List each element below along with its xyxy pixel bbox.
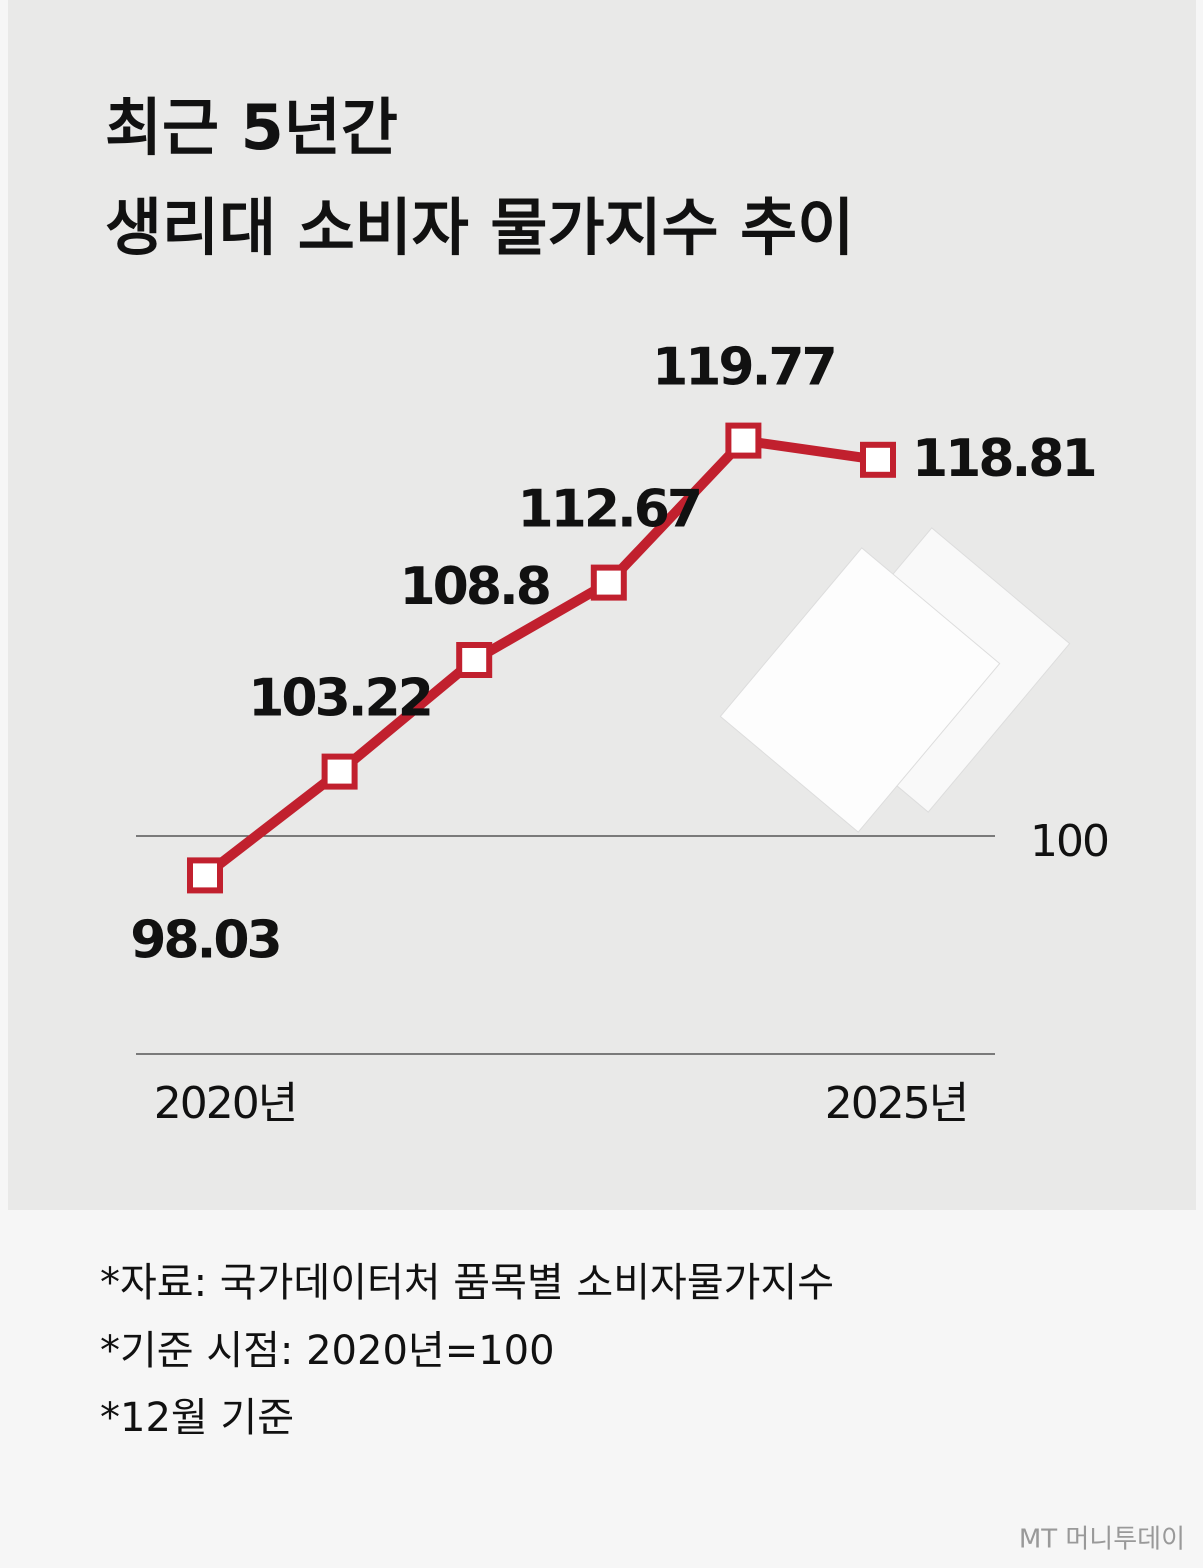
data-label: 118.81 bbox=[912, 429, 1095, 489]
y-tick-label: 100 bbox=[1030, 816, 1108, 867]
data-label: 108.8 bbox=[399, 557, 548, 617]
data-label: 112.67 bbox=[517, 480, 700, 540]
data-point bbox=[590, 564, 627, 601]
data-point bbox=[456, 642, 493, 678]
data-point bbox=[725, 422, 762, 459]
pad-illustration bbox=[719, 527, 1071, 833]
data-point bbox=[187, 857, 223, 894]
data-line bbox=[201, 435, 879, 880]
data-point bbox=[321, 753, 358, 790]
data-label: 119.77 bbox=[652, 338, 835, 398]
x-tick-label: 2025년 bbox=[825, 1078, 967, 1129]
chart-title: 생리대 소비자 물가지수 추이 bbox=[105, 191, 854, 264]
note: *자료: 국가데이터처 품목별 소비자물가지수 bbox=[100, 1260, 834, 1306]
data-label: 98.03 bbox=[130, 910, 279, 970]
note: *기준 시점: 2020년=100 bbox=[100, 1328, 555, 1374]
note: *12월 기준 bbox=[100, 1395, 294, 1441]
credit: MT 머니투데이 bbox=[1019, 1525, 1185, 1555]
data-label: 103.22 bbox=[248, 669, 431, 729]
data-point bbox=[860, 441, 896, 478]
chart-title: 최근 5년간 bbox=[105, 91, 398, 164]
x-tick-label: 2020년 bbox=[154, 1078, 296, 1129]
